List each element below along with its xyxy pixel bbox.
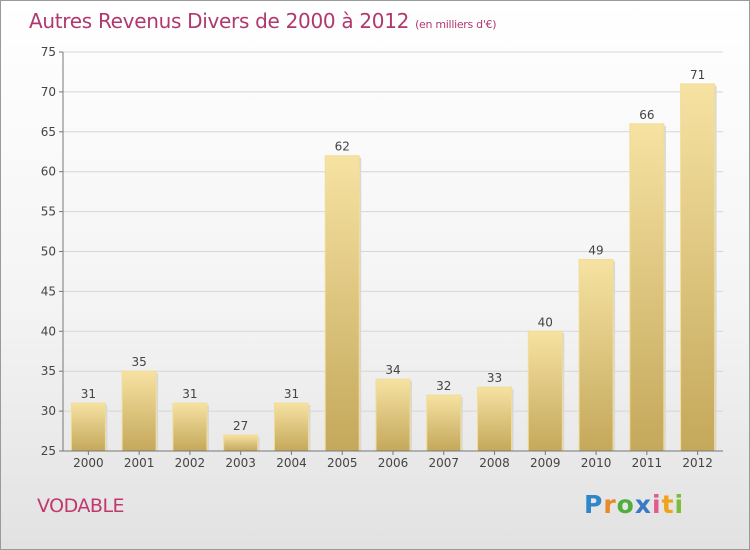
- bar: [172, 402, 208, 452]
- bar: [426, 394, 462, 452]
- y-tick-label: 25: [41, 444, 56, 458]
- y-tick-label: 75: [41, 45, 56, 59]
- y-tick-label: 70: [41, 85, 56, 99]
- logo-letter: x: [634, 490, 652, 519]
- chart-title: Autres Revenus Divers de 2000 à 2012 (en …: [29, 9, 497, 33]
- logo-letter: r: [603, 490, 617, 519]
- x-tick-label: 2001: [124, 456, 155, 470]
- bar: [121, 370, 157, 452]
- bar-value-label: 31: [81, 387, 96, 401]
- logo-letter: t: [661, 490, 675, 519]
- bars: 31 35 31 27 31 62 34 32 33 40 49 66 71: [70, 68, 717, 452]
- location-label: VODABLE: [37, 495, 125, 517]
- axes: 25 30 35 40 45 50 55 60 65 70 75 2000 2001 2002 2003 20…: [41, 45, 723, 470]
- bar: [477, 386, 513, 452]
- y-tick-label: 65: [41, 125, 56, 139]
- bar-value-label: 33: [487, 371, 502, 385]
- y-tick-label: 50: [41, 245, 56, 259]
- x-tick-label: 2011: [632, 456, 663, 470]
- logo-letter: i: [674, 490, 685, 519]
- x-tick-label: 2002: [175, 456, 206, 470]
- bar: [680, 83, 716, 452]
- bar-value-label: 34: [385, 363, 400, 377]
- bar-value-label: 62: [335, 140, 350, 154]
- bar: [629, 123, 665, 452]
- logo-letter: o: [616, 490, 635, 519]
- bar: [375, 378, 411, 452]
- bar: [578, 258, 614, 452]
- x-tick-label: 2006: [378, 456, 409, 470]
- y-tick-label: 35: [41, 364, 56, 378]
- bar-value-label: 31: [182, 387, 197, 401]
- bar: [223, 434, 259, 452]
- y-tick-label: 30: [41, 404, 56, 418]
- x-tick-label: 2007: [428, 456, 459, 470]
- x-tick-label: 2000: [73, 456, 104, 470]
- bar-value-label: 66: [639, 108, 654, 122]
- y-tick-label: 60: [41, 165, 56, 179]
- x-tick-label: 2009: [530, 456, 561, 470]
- y-tick-label: 45: [41, 284, 56, 298]
- x-tick-label: 2003: [225, 456, 256, 470]
- bar-value-label: 27: [233, 419, 248, 433]
- y-tick-label: 55: [41, 205, 56, 219]
- bar: [70, 402, 106, 452]
- x-tick-label: 2005: [327, 456, 358, 470]
- proxiti-logo: Proxiti: [584, 490, 684, 519]
- x-tick-label: 2004: [276, 456, 307, 470]
- bar-value-label: 31: [284, 387, 299, 401]
- bar-value-label: 35: [132, 355, 147, 369]
- logo-letter: P: [584, 490, 604, 519]
- y-tick-label: 40: [41, 324, 56, 338]
- logo-letter: i: [652, 490, 662, 519]
- bar: [273, 402, 309, 452]
- bar-value-label: 40: [538, 315, 553, 329]
- bar-value-label: 49: [588, 243, 603, 257]
- x-tick-label: 2008: [479, 456, 510, 470]
- bar: [324, 155, 360, 452]
- bar-value-label: 71: [690, 68, 705, 82]
- bar-value-label: 32: [436, 379, 451, 393]
- x-tick-label: 2012: [682, 456, 713, 470]
- x-tick-label: 2010: [581, 456, 612, 470]
- chart-title-text: Autres Revenus Divers de 2000 à 2012: [29, 9, 410, 33]
- bar: [527, 330, 563, 452]
- chart-title-unit: (en milliers d'€): [415, 18, 497, 31]
